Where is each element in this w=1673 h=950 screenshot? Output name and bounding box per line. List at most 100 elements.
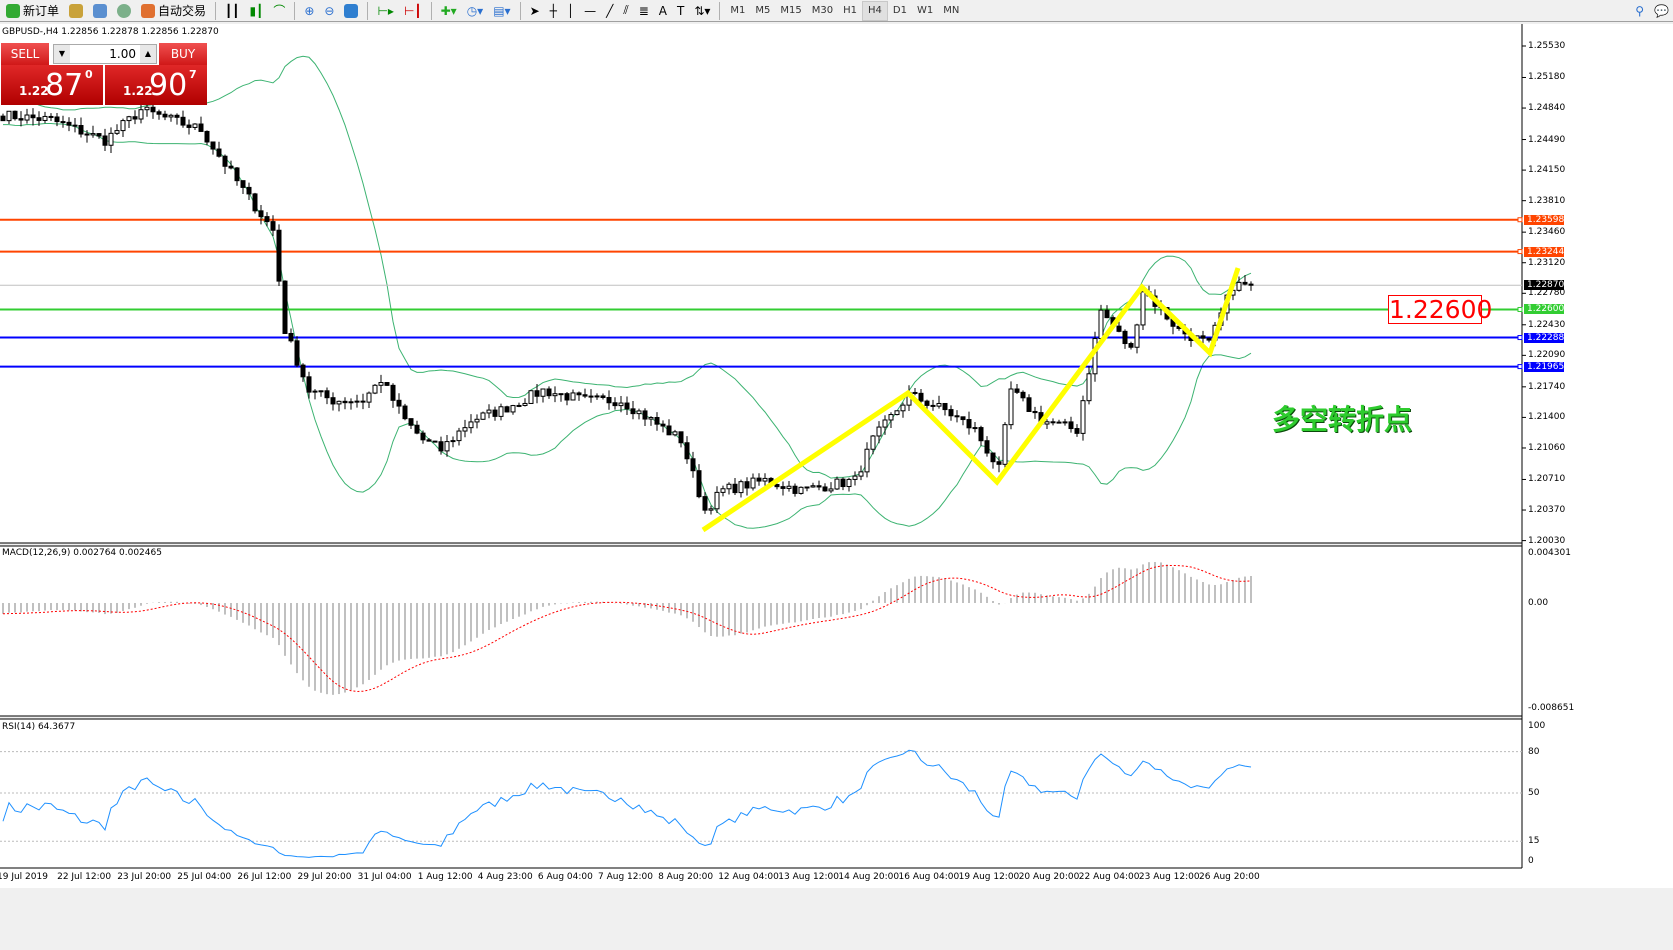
- candle: [636, 410, 642, 415]
- candle: [492, 409, 498, 417]
- terminal-button[interactable]: [89, 1, 111, 21]
- candle: [24, 114, 30, 121]
- candle: [72, 124, 78, 127]
- chart-shift-button[interactable]: ⊢┃: [400, 1, 426, 21]
- time-axis-label: 22 Jul 12:00: [57, 872, 112, 882]
- periods-button[interactable]: ◷▾: [463, 1, 488, 21]
- horizontal-line-tool[interactable]: —: [580, 1, 600, 21]
- candle: [990, 452, 996, 463]
- timeframe-h4[interactable]: H4: [862, 0, 888, 21]
- tile-windows-button[interactable]: [340, 1, 362, 21]
- candle: [978, 427, 984, 442]
- candle: [606, 396, 612, 404]
- candle: [1128, 343, 1134, 348]
- candle: [576, 392, 582, 396]
- candle: [822, 486, 828, 492]
- chat-button[interactable]: 💬: [1650, 1, 1673, 21]
- trendline-tool[interactable]: ╱: [602, 1, 617, 21]
- candle: [708, 508, 714, 511]
- price-axis-label: 1.23120: [1528, 257, 1566, 268]
- buy-button[interactable]: BUY: [159, 43, 207, 65]
- candle: [882, 419, 888, 428]
- timeframe-m5[interactable]: M5: [755, 5, 771, 16]
- candle: [894, 410, 900, 416]
- time-axis-label: 23 Jul 20:00: [117, 872, 172, 882]
- timeframe-m1[interactable]: M1: [730, 5, 746, 16]
- cursor-tool[interactable]: ➤: [526, 1, 544, 21]
- time-axis-label: 13 Aug 12:00: [778, 872, 839, 882]
- zoom-out-icon: ⊖: [324, 3, 335, 18]
- timeframe-m30[interactable]: M30: [811, 5, 834, 16]
- autoscroll-button[interactable]: ⊢▸: [373, 1, 397, 21]
- candle: [1086, 373, 1092, 402]
- zoom-in-button[interactable]: ⊕: [300, 1, 318, 21]
- lot-increase-button[interactable]: ▲: [140, 45, 156, 63]
- candle: [678, 431, 684, 444]
- candle: [1248, 283, 1254, 286]
- candle: [264, 216, 270, 223]
- candle: [12, 110, 18, 120]
- timeframe-h1[interactable]: H1: [843, 5, 858, 16]
- rsi-label: RSI(14) 64.3677: [2, 722, 76, 732]
- lot-size-input[interactable]: ▼ 1.00 ▲: [53, 44, 157, 64]
- candle: [888, 414, 894, 421]
- zigzag-trend-annotation: [701, 267, 1241, 533]
- candle: [324, 390, 330, 399]
- label-tool[interactable]: T: [673, 1, 688, 21]
- line-chart-button[interactable]: ⌒: [269, 1, 289, 21]
- candle: [306, 376, 312, 393]
- text-tool[interactable]: A: [655, 1, 671, 21]
- candle: [66, 121, 72, 126]
- price-axis-label: 1.23460: [1528, 227, 1566, 238]
- timeframe-d1[interactable]: D1: [892, 5, 907, 16]
- arrows-tool[interactable]: ⇅▾: [690, 1, 714, 21]
- fibonacci-tool[interactable]: ≣: [635, 1, 653, 21]
- candlestick-button[interactable]: ▮┃: [245, 1, 267, 21]
- candle: [1062, 421, 1068, 424]
- new-order-button[interactable]: 新订单: [2, 1, 63, 21]
- candle: [294, 340, 300, 366]
- candle: [684, 442, 690, 460]
- candle: [930, 404, 936, 407]
- candle: [468, 421, 474, 429]
- folder-icon: [69, 3, 84, 18]
- candle: [384, 382, 390, 386]
- candle: [1116, 325, 1122, 332]
- level-price-tag: 1.21965: [1524, 361, 1564, 372]
- time-axis-label: 16 Aug 04:00: [898, 872, 960, 882]
- price-axis-label: 1.25180: [1528, 72, 1566, 83]
- zoom-out-button[interactable]: ⊖: [320, 1, 338, 21]
- channel-tool[interactable]: ⫽: [619, 1, 632, 21]
- buy-price[interactable]: 1.22 90 7: [105, 65, 207, 105]
- level-price-tag: 1.22288: [1524, 332, 1564, 343]
- timeframe-mn[interactable]: MN: [943, 5, 960, 16]
- signals-button[interactable]: [113, 1, 135, 21]
- lot-decrease-button[interactable]: ▼: [54, 45, 70, 63]
- auto-trading-button[interactable]: 自动交易: [137, 1, 210, 21]
- candle: [780, 486, 786, 489]
- time-axis-label: 22 Aug 04:00: [1078, 872, 1140, 882]
- candle: [0, 115, 6, 122]
- candle: [648, 416, 654, 420]
- candle: [804, 486, 810, 489]
- time-axis-label: 6 Aug 04:00: [537, 872, 593, 882]
- chart-canvas[interactable]: [0, 23, 1673, 889]
- time-axis-label: 1 Aug 12:00: [417, 872, 473, 882]
- price-axis-label: 1.24840: [1528, 103, 1566, 114]
- vertical-line-tool[interactable]: │: [563, 1, 578, 21]
- candle: [426, 439, 432, 442]
- time-axis-label: 14 Aug 20:00: [838, 872, 900, 882]
- lot-value[interactable]: 1.00: [109, 47, 136, 61]
- search-button[interactable]: ⚲: [1631, 1, 1648, 21]
- candle: [918, 392, 924, 402]
- sell-button[interactable]: SELL: [1, 43, 49, 65]
- templates-button[interactable]: ▤▾: [489, 1, 514, 21]
- sell-price[interactable]: 1.22 87 0: [1, 65, 103, 105]
- navigator-button[interactable]: [65, 1, 87, 21]
- candle: [972, 427, 978, 430]
- crosshair-tool[interactable]: ┼: [546, 1, 561, 21]
- bar-chart-button[interactable]: ┃┃: [221, 1, 243, 21]
- timeframe-m15[interactable]: M15: [780, 5, 802, 16]
- timeframe-w1[interactable]: W1: [916, 5, 934, 16]
- indicators-button[interactable]: ✚▾: [437, 1, 461, 21]
